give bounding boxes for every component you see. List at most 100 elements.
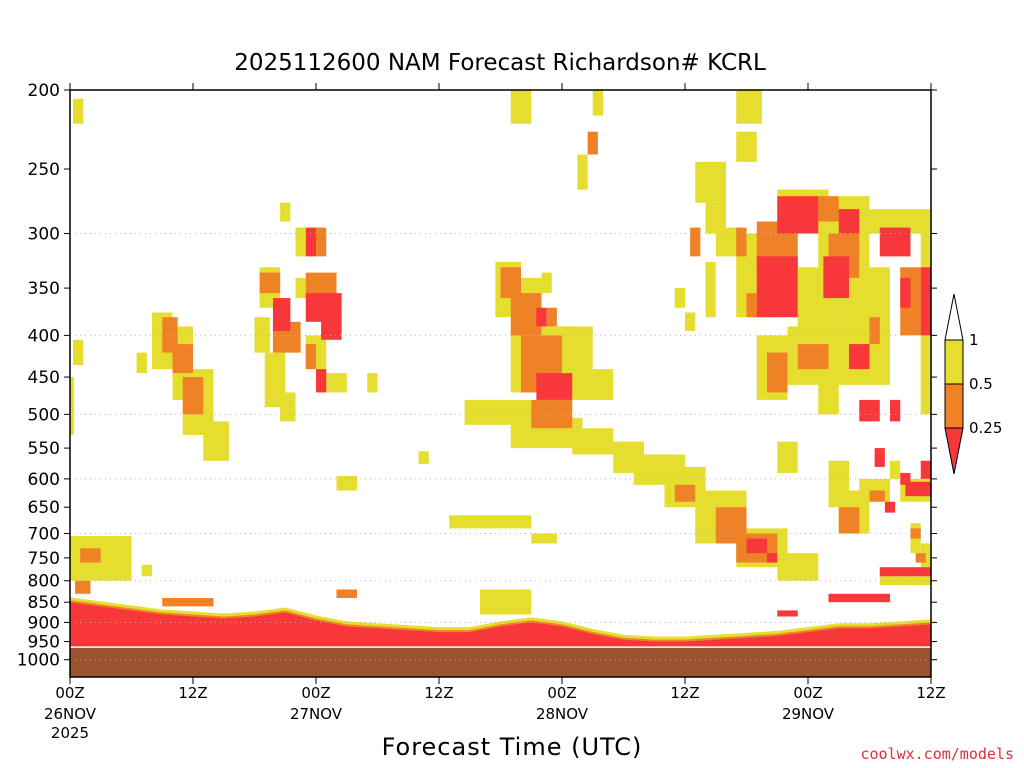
legend-label: 1 [969, 331, 979, 349]
ri-cell [884, 501, 896, 513]
ri-cell [172, 344, 193, 374]
ri-cell [449, 515, 532, 529]
ri-cell [890, 460, 901, 479]
ri-cell [536, 307, 547, 327]
ri-cell [73, 339, 84, 366]
legend-yellow [944, 339, 964, 385]
y-tick-label: 850 [28, 593, 60, 613]
ri-cell [162, 598, 214, 607]
ri-cell [73, 98, 84, 124]
ri-cell [823, 256, 849, 299]
credit-link[interactable]: coolwx.com/models [860, 745, 1014, 763]
ri-cell [756, 256, 798, 318]
ri-cell [295, 227, 306, 257]
ri-cell [577, 154, 588, 190]
ri-cell [572, 369, 614, 400]
ri-cell [838, 209, 860, 234]
ri-cell [674, 288, 685, 308]
ri-cell [859, 399, 880, 422]
ri-cell [418, 451, 429, 464]
ri-cell [705, 202, 726, 234]
ri-cell [541, 272, 552, 294]
ri-cell [879, 567, 931, 577]
ri-cell [736, 227, 747, 257]
gridlines [70, 233, 931, 661]
legend-label: 0.25 [969, 419, 1002, 437]
legend-orange [944, 383, 964, 429]
ri-cell [316, 369, 327, 393]
legend-label: 0.5 [969, 375, 993, 393]
x-tick-date: 27NOV [290, 705, 343, 723]
x-tick-label: 12Z [424, 684, 453, 702]
x-tick-label: 00Z [793, 684, 822, 702]
y-tick-label: 650 [28, 498, 60, 518]
x-tick-label: 00Z [547, 684, 576, 702]
x-tick-label: 12Z [178, 684, 207, 702]
ri-cell [905, 481, 931, 497]
ri-cell [920, 460, 931, 479]
y-tick-label: 450 [28, 368, 60, 388]
ri-cell [777, 196, 819, 234]
y-tick-label: 800 [28, 572, 60, 592]
ri-cell [531, 399, 573, 429]
ri-cell [336, 475, 357, 491]
ri-cell [480, 589, 532, 615]
x-tick-year: 2025 [51, 724, 89, 742]
ri-cell [280, 392, 296, 422]
ri-cell [777, 610, 798, 617]
ri-cell [767, 553, 778, 563]
ri-cell [695, 161, 726, 203]
ri-cell [531, 533, 557, 544]
ground-fill [70, 647, 931, 677]
ri-cell [777, 441, 798, 473]
plot-border [69, 89, 932, 678]
y-tick-label: 550 [28, 439, 60, 459]
x-tick-date: 28NOV [536, 705, 589, 723]
ri-cell [500, 267, 521, 299]
cloud-regions [70, 90, 931, 617]
ri-cell [674, 484, 696, 502]
plot-frame [69, 89, 932, 678]
ri-cell [685, 312, 696, 331]
ri-cell [777, 553, 819, 581]
y-tick-label: 300 [28, 225, 60, 245]
ri-cell [633, 472, 655, 485]
ri-cell [818, 196, 839, 222]
ri-cell [80, 548, 101, 563]
x-tick-date: 29NOV [782, 705, 835, 723]
ri-cell [746, 538, 767, 554]
chart-title: 2025112600 NAM Forecast Richardson# KCRL [234, 50, 766, 76]
ri-cell [295, 277, 306, 299]
ri-cell [690, 227, 701, 257]
ri-cell [259, 272, 281, 294]
y-tick-label: 750 [28, 549, 60, 569]
ri-cell [536, 373, 573, 400]
ri-cell [326, 373, 347, 393]
x-tick-label: 12Z [670, 684, 699, 702]
ri-cell [70, 377, 75, 435]
y-tick-label: 950 [28, 633, 60, 653]
ri-cell [874, 448, 885, 467]
ri-cell [305, 227, 316, 257]
x-axis-label: Forecast Time (UTC) [381, 733, 643, 761]
ri-cell [736, 131, 757, 162]
ri-cell [182, 377, 204, 415]
x-tick-label: 00Z [301, 684, 330, 702]
legend-white-arrow [944, 293, 964, 341]
ri-cell [305, 344, 316, 370]
y-axis: 200 250 300 350 400 450 500 550 600 650 700 750 8008… [17, 81, 937, 671]
ri-cell [818, 377, 839, 415]
ground [70, 646, 931, 677]
y-tick-label: 700 [28, 524, 60, 544]
y-tick-label: 1000 [17, 651, 60, 671]
ri-cell [546, 307, 557, 327]
y-tick-label: 600 [28, 470, 60, 490]
ri-cell [75, 580, 91, 594]
x-tick-label: 12Z [916, 684, 945, 702]
ri-cell [592, 90, 603, 116]
ri-cell [828, 593, 890, 603]
ri-cell [336, 589, 357, 599]
ri-cell [587, 131, 598, 155]
